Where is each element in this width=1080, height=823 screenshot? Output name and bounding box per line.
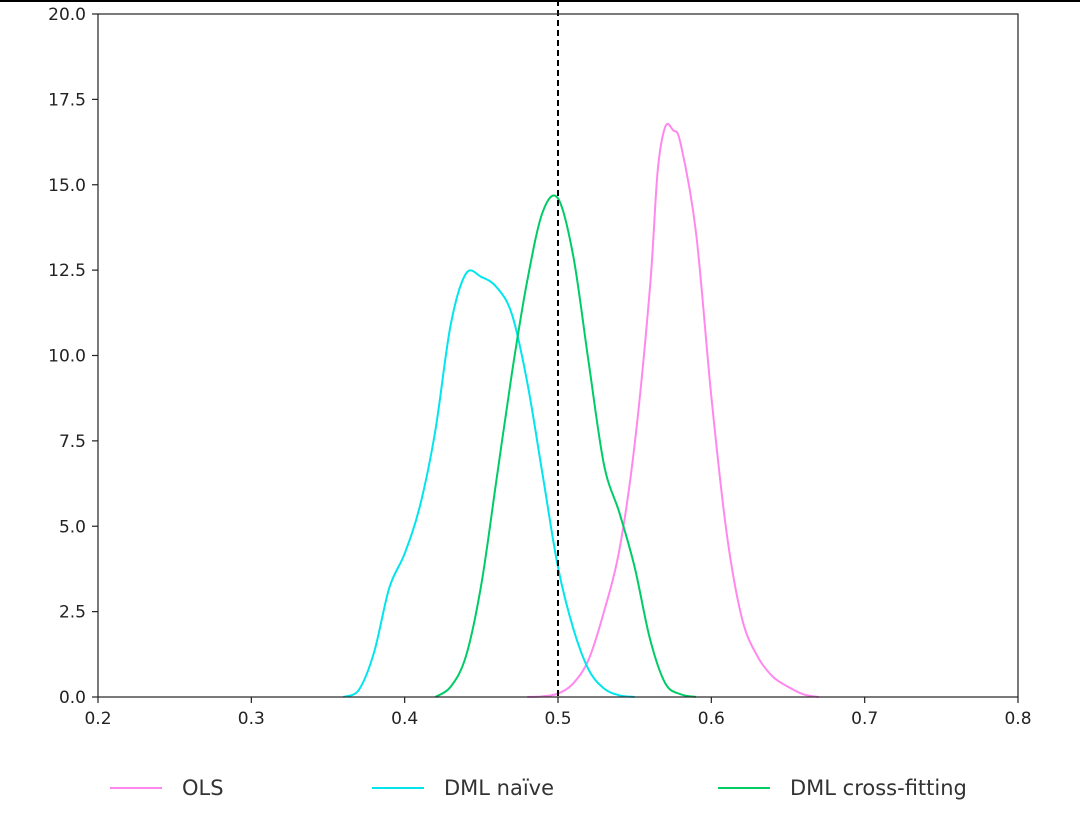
legend: OLS DML naïve DML cross-fitting — [0, 770, 1080, 810]
y-tick-label: 2.5 — [59, 603, 86, 623]
y-tick-label: 7.5 — [59, 432, 86, 452]
density-chart: 0.2 0.3 0.4 0.5 0.6 0.7 0.8 0.0 2.5 5.0 7.5 10.0 12.… — [48, 0, 1032, 729]
series-line-dml-naive — [342, 269, 635, 698]
legend-swatch-dml-naive — [372, 787, 424, 789]
series-line-ols — [527, 122, 819, 698]
x-tick-label: 0.4 — [391, 709, 418, 729]
y-tick-label: 12.5 — [48, 261, 86, 281]
legend-swatch-dml-cross-fitting — [718, 787, 770, 789]
x-tick-label: 0.3 — [238, 709, 265, 729]
y-tick-label: 0.0 — [59, 688, 86, 708]
y-tick-label: 15.0 — [48, 176, 86, 196]
x-tick-label: 0.7 — [851, 709, 878, 729]
legend-item-ols: OLS — [110, 776, 224, 800]
legend-item-dml-cross-fitting: DML cross-fitting — [718, 776, 967, 800]
series-line-dml-cross-fitting — [434, 194, 697, 698]
y-tick-label: 5.0 — [59, 517, 86, 537]
legend-swatch-ols — [110, 787, 162, 789]
axes: 0.2 0.3 0.4 0.5 0.6 0.7 0.8 0.0 2.5 5.0 7.5 10.0 12.… — [48, 5, 1031, 729]
y-tick-label: 10.0 — [48, 347, 86, 367]
series-lines — [342, 122, 819, 698]
x-tick-label: 0.6 — [698, 709, 725, 729]
top-border — [0, 0, 1080, 2]
x-tick-label: 0.8 — [1004, 709, 1031, 729]
legend-label-ols: OLS — [182, 776, 224, 800]
legend-label-dml-naive: DML naïve — [444, 776, 555, 800]
x-tick-label: 0.2 — [84, 709, 111, 729]
legend-label-dml-cross-fitting: DML cross-fitting — [790, 776, 967, 800]
y-tick-label: 17.5 — [48, 90, 86, 110]
x-tick-label: 0.5 — [544, 709, 571, 729]
plot-frame — [97, 13, 1019, 698]
legend-item-dml-naive: DML naïve — [372, 776, 554, 800]
y-tick-label: 20.0 — [48, 5, 86, 25]
